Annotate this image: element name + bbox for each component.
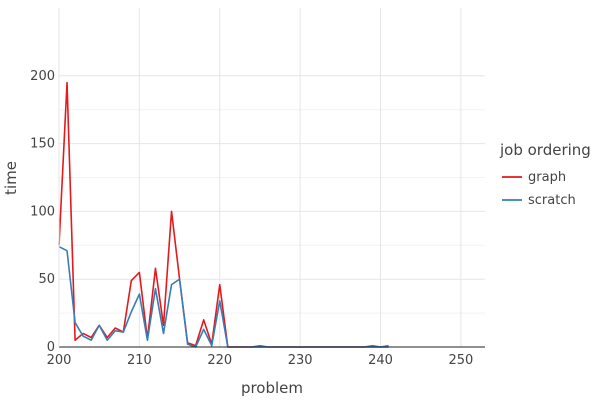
legend: job ordering graph scratch (499, 141, 591, 208)
y-tick-label: 100 (30, 204, 55, 219)
y-tick-label: 50 (38, 272, 55, 287)
series-lines (58, 81, 389, 348)
series-line-graph (58, 81, 389, 348)
legend-label-scratch: scratch (528, 193, 576, 208)
x-tick-label: 240 (368, 353, 393, 368)
legend-label-graph: graph (528, 170, 566, 185)
x-tick-label: 250 (448, 353, 473, 368)
grid-lines (58, 8, 485, 348)
x-tick-label: 210 (127, 353, 152, 368)
x-tick-label: 220 (207, 353, 232, 368)
axes (58, 8, 485, 348)
y-tick-label: 200 (30, 69, 55, 84)
x-tick-label: 230 (288, 353, 313, 368)
y-tick-label: 0 (47, 340, 55, 355)
tick-labels: 200 210 220 230 240 250 0 50 100 150 200 (30, 69, 473, 368)
series-line-scratch (58, 245, 389, 348)
x-axis-title: problem (241, 379, 303, 397)
y-axis-title: time (2, 161, 20, 195)
legend-title: job ordering (499, 141, 591, 159)
y-tick-label: 150 (30, 137, 55, 152)
x-tick-label: 200 (47, 353, 72, 368)
